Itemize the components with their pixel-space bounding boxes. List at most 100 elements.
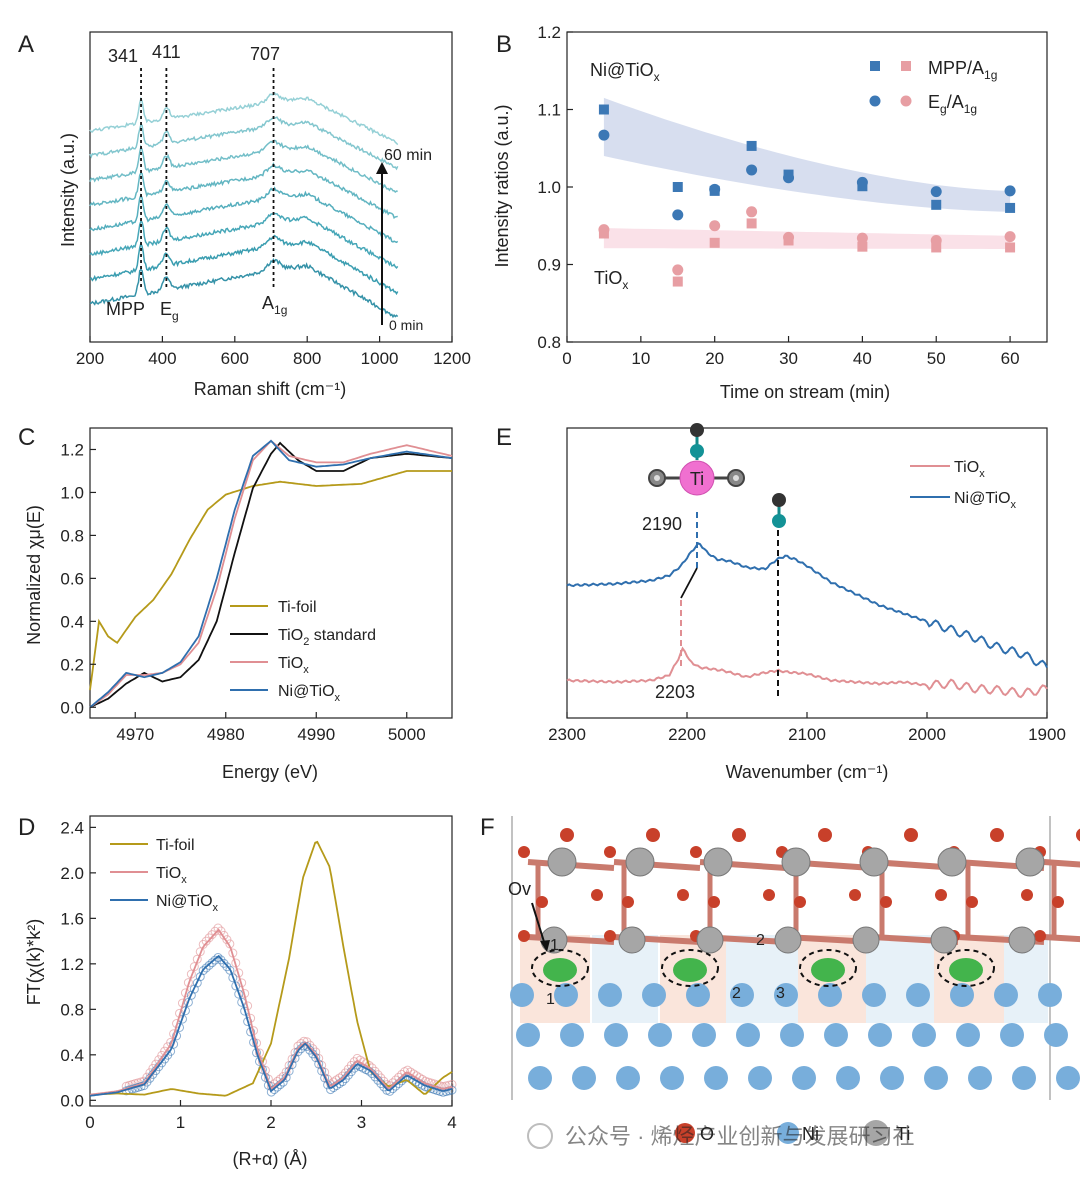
ratio-point-square [931,242,942,253]
xanes-panel: 4970 4980 4990 5000 0.0 0.2 0.4 0.6 0.8 1.0 1.2 Ti… [24,427,453,782]
raman-eg-label: Eg [160,299,179,323]
panel-letter-b: B [496,31,512,58]
nickel-atom [736,1023,760,1047]
raman-time-top-label: 60 min [384,147,432,164]
xanes-ytick-label: 1.2 [60,440,84,459]
ratio-xtick-label: 60 [1001,349,1020,368]
oxygen-atom [604,846,616,858]
ratio-xtick-label: 30 [779,349,798,368]
drifts-peak-label-2203: 2203 [655,682,695,702]
panel-letter-f: F [480,814,495,841]
ratio-ytick-label: 1.1 [537,101,561,120]
exafs-fit-circle [201,963,211,973]
nickel-atom [774,983,798,1007]
nickel-atom [950,983,974,1007]
legend-eg-label: Eg/A1g [928,92,977,116]
ratio-point-square [672,276,683,287]
raman-panel: 200 400 600 800 1000 1200 341 411 707 MPP Eg … [58,31,471,399]
ratio-xtick-label: 20 [705,349,724,368]
ratio-ni-label: Ni@TiOx [590,60,660,84]
ratio-point-square [709,237,720,248]
nickel-atom [868,1023,892,1047]
exafs-ytick-label: 1.6 [60,909,84,928]
oxygen-atom [904,828,918,842]
charge-highlight-ellipse [937,949,995,987]
legend-ni-tiox: Ni@TiOx [278,683,341,704]
ratio-point-square [1005,242,1016,253]
exafs-fit-circle [204,933,214,943]
xanes-xtick-label: 5000 [388,725,426,744]
ratio-x-axis-label: Time on stream (min) [720,382,890,402]
exafs-y-axis-label: FT(χ(k)*k²) [24,919,44,1005]
exafs-ytick-label: 0.0 [60,1091,84,1110]
xanes-axes-frame [89,427,453,719]
ratio-point-circle [856,176,868,188]
exafs-fit-circle [231,981,241,991]
nickel-atom [686,983,710,1007]
titanium-atom [625,847,655,877]
ratio-point-circle [746,164,758,176]
charge-density-lobe [949,958,983,982]
nickel-atom [642,983,666,1007]
exafs-fit-circle [225,965,235,975]
raman-axes-frame [89,31,453,343]
exafs-fit-circle [210,955,220,965]
raman-spectrum-4 [89,162,398,220]
nickel-atom [1012,1066,1036,1090]
site-label-ni-2: 2 [732,985,741,1002]
titanium-atom [1015,847,1045,877]
exafs-xtick-label: 3 [357,1113,366,1132]
drifts-xtick-label: 1900 [1028,725,1066,744]
nickel-atom [924,1066,948,1090]
exafs-fit-circle [192,978,202,988]
exafs-xtick-label: 2 [266,1113,275,1132]
nickel-atom [1038,983,1062,1007]
ratio-ytick-label: 1.0 [537,178,561,197]
exafs-fit-circle [186,990,196,1000]
charge-highlight-ellipse [661,949,719,987]
charge-density-lobe [673,958,707,982]
exafs-fit-circle [172,1031,182,1041]
oxygen-atom [604,930,616,942]
site-label-ti-2: 2 [756,932,765,949]
charge-highlight-ellipse [799,949,857,987]
oxygen-atom [763,889,775,901]
site-label-ti-1: 1 [550,937,559,954]
ratio-point-circle [1004,185,1016,197]
legend-e-tiox: TiOx [954,459,985,480]
exafs-fit-circle [198,966,208,976]
nickel-atom [554,983,578,1007]
xanes-legend: Ti-foil TiO2 standard TiOx Ni@TiOx [230,599,376,704]
ratio-point-circle [746,206,758,218]
legend-marker-ni-mpp [870,61,880,71]
exafs-ytick-label: 2.4 [60,818,84,837]
nickel-atom [648,1023,672,1047]
oxygen-atom [990,828,1004,842]
legend-ti-foil: Ti-foil [278,599,317,616]
titanium-atom [930,926,958,954]
nickel-atom [748,1066,772,1090]
raman-xtick-label: 200 [76,349,104,368]
titanium-atom [852,926,880,954]
nickel-atom [880,1066,904,1090]
oxygen-atom [690,846,702,858]
nickel-atom [692,1023,716,1047]
titanium-atom [937,847,967,877]
exafs-curve-1 [89,928,453,1096]
raman-x-axis-label: Raman shift (cm⁻¹) [194,379,347,399]
xanes-ytick-label: 0.6 [60,569,84,588]
ratio-point-square [931,199,942,210]
ratio-xtick-label: 0 [562,349,571,368]
nickel-atom [912,1023,936,1047]
exafs-panel: 0 1 2 3 40.00.40.81.21.62.02.4 Ti-foil TiOx … [24,815,457,1169]
ratio-point-circle [709,183,721,195]
raman-xtick-label: 800 [293,349,321,368]
ratio-point-square [1005,202,1016,213]
titanium-atom [703,847,733,877]
ov-arrow-head [540,940,550,952]
xanes-ytick-label: 0.8 [60,526,84,545]
oxygen-atom [1076,828,1080,842]
oxygen-atom [591,889,603,901]
titanium-atom [774,926,802,954]
legend-ni-atom-icon [777,1122,799,1144]
